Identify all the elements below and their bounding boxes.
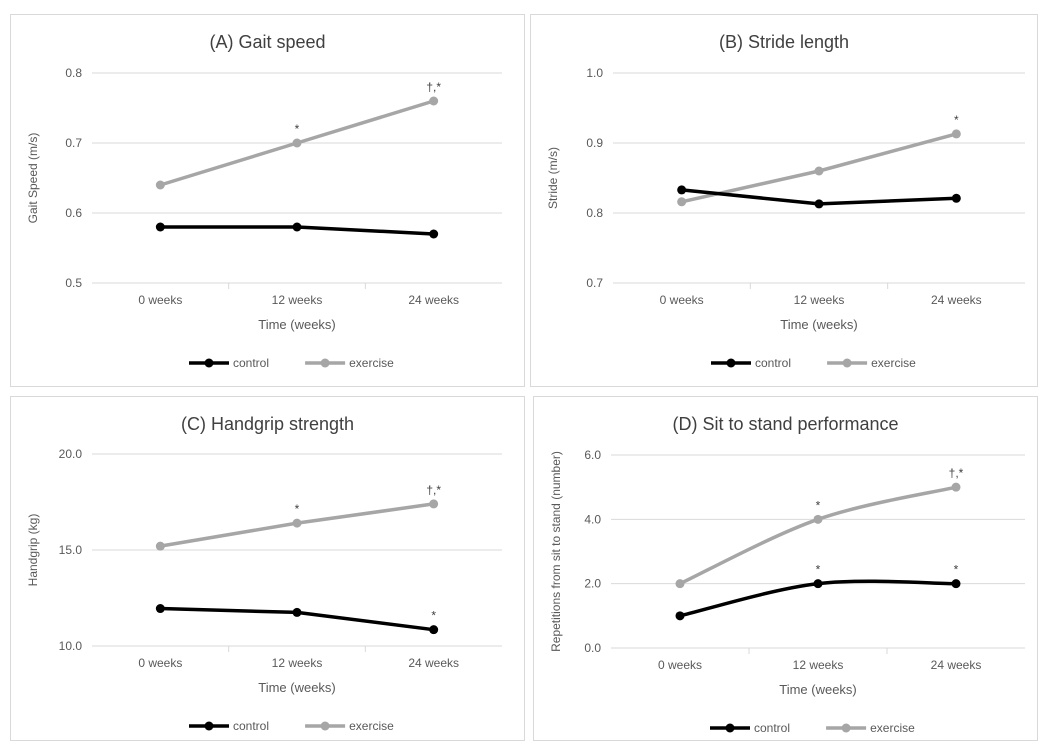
- y-axis-label: Gait Speed (m/s): [26, 133, 40, 224]
- x-tick-label: 24 weeks: [408, 293, 459, 307]
- x-tick-label: 0 weeks: [138, 656, 182, 670]
- data-point-control: [292, 607, 302, 617]
- legend-label-exercise: exercise: [870, 721, 915, 735]
- legend-marker-control: [726, 358, 736, 368]
- legend-label-control: control: [754, 721, 790, 735]
- legend-marker-exercise: [320, 358, 330, 368]
- data-point-exercise: [155, 541, 165, 551]
- data-point-exercise: [677, 197, 687, 207]
- data-point-exercise: [814, 166, 824, 176]
- significance-marker: *: [816, 563, 821, 577]
- x-tick-label: 24 weeks: [931, 293, 982, 307]
- y-tick-label: 2.0: [584, 577, 601, 591]
- y-tick-label: 6.0: [584, 448, 601, 462]
- data-point-exercise: [155, 180, 165, 190]
- y-tick-label: 0.8: [65, 66, 82, 80]
- x-tick-label: 12 weeks: [272, 656, 323, 670]
- y-tick-label: 1.0: [586, 66, 603, 80]
- chart-title: (C) Handgrip strength: [181, 414, 354, 434]
- chart-title: (D) Sit to stand performance: [672, 414, 898, 434]
- data-point-exercise: [951, 482, 961, 492]
- legend-label-exercise: exercise: [349, 719, 394, 733]
- y-axis-label: Handgrip (kg): [26, 514, 40, 587]
- y-tick-label: 4.0: [584, 512, 601, 526]
- y-axis-label: Repetitions from sit to stand (number): [549, 451, 563, 652]
- x-tick-label: 0 weeks: [138, 293, 182, 307]
- data-point-control: [677, 185, 687, 195]
- legend-marker-exercise: [841, 723, 851, 733]
- x-axis-label: Time (weeks): [258, 317, 336, 332]
- data-point-control: [429, 625, 439, 635]
- data-point-control: [155, 604, 165, 614]
- legend-label-exercise: exercise: [871, 356, 916, 370]
- chart-panel-sit-to-stand: (D) Sit to stand performance 0.0 2.0 4.0 6.0…: [533, 396, 1038, 741]
- y-tick-label: 0.9: [586, 136, 603, 150]
- legend-label-control: control: [233, 719, 269, 733]
- chart-panel-gait-speed: (A) Gait speed 0.5 0.6 0.7 0.8 0 weeks 12 week…: [10, 14, 525, 387]
- significance-marker: †,*: [426, 483, 441, 497]
- chart-panel-handgrip-strength: (C) Handgrip strength 10.0 15.0 20.0 0 weeks…: [10, 396, 525, 741]
- chart-svg: (B) Stride length 0.7 0.8 0.9 1.0 0 weeks 12 w…: [546, 32, 1025, 370]
- significance-marker: †,*: [949, 466, 964, 480]
- x-tick-label: 24 weeks: [931, 658, 982, 672]
- y-tick-label: 0.7: [65, 136, 82, 150]
- data-point-control: [429, 229, 439, 239]
- chart-title: (A) Gait speed: [209, 32, 325, 52]
- x-tick-label: 0 weeks: [660, 293, 704, 307]
- y-tick-label: 0.8: [586, 206, 603, 220]
- y-tick-label: 10.0: [59, 639, 83, 653]
- data-point-control: [951, 193, 961, 203]
- x-axis-label: Time (weeks): [258, 680, 336, 695]
- significance-marker: *: [954, 113, 959, 127]
- data-point-control: [675, 611, 685, 621]
- x-tick-label: 24 weeks: [408, 656, 459, 670]
- data-point-exercise: [292, 138, 302, 148]
- y-tick-label: 15.0: [59, 543, 83, 557]
- y-tick-label: 20.0: [59, 447, 83, 461]
- data-point-control: [814, 199, 824, 209]
- legend-label-control: control: [233, 356, 269, 370]
- data-point-control: [292, 222, 302, 232]
- data-point-exercise: [675, 579, 685, 589]
- data-point-exercise: [292, 518, 302, 528]
- chart-panel-stride-length: (B) Stride length 0.7 0.8 0.9 1.0 0 weeks 12 w…: [530, 14, 1038, 387]
- data-point-control: [951, 579, 961, 589]
- chart-title: (B) Stride length: [719, 32, 849, 52]
- data-point-exercise: [429, 96, 439, 106]
- legend-marker-control: [204, 721, 214, 731]
- significance-marker: *: [816, 498, 821, 512]
- data-point-exercise: [813, 514, 823, 524]
- legend-label-control: control: [755, 356, 791, 370]
- significance-marker: *: [954, 563, 959, 577]
- legend-marker-control: [204, 358, 214, 368]
- data-point-control: [813, 579, 823, 589]
- y-tick-label: 0.6: [65, 206, 82, 220]
- chart-svg: (C) Handgrip strength 10.0 15.0 20.0 0 weeks…: [26, 414, 502, 733]
- x-tick-label: 0 weeks: [658, 658, 702, 672]
- legend-label-exercise: exercise: [349, 356, 394, 370]
- y-tick-label: 0.5: [65, 276, 82, 290]
- x-tick-label: 12 weeks: [794, 293, 845, 307]
- y-tick-label: 0.7: [586, 276, 603, 290]
- legend-marker-exercise: [842, 358, 852, 368]
- y-tick-label: 0.0: [584, 641, 601, 655]
- significance-marker: *: [295, 122, 300, 136]
- significance-marker: *: [431, 609, 436, 623]
- y-axis-label: Stride (m/s): [546, 147, 560, 209]
- data-point-exercise: [951, 129, 961, 139]
- legend-marker-exercise: [320, 721, 330, 731]
- x-tick-label: 12 weeks: [272, 293, 323, 307]
- chart-svg: (A) Gait speed 0.5 0.6 0.7 0.8 0 weeks 12 week…: [26, 32, 502, 370]
- data-point-control: [155, 222, 165, 232]
- significance-marker: †,*: [426, 80, 441, 94]
- x-axis-label: Time (weeks): [779, 682, 857, 697]
- legend-marker-control: [725, 723, 735, 733]
- x-axis-label: Time (weeks): [780, 317, 858, 332]
- x-tick-label: 12 weeks: [793, 658, 844, 672]
- chart-svg: (D) Sit to stand performance 0.0 2.0 4.0 6.0…: [549, 414, 1025, 735]
- data-point-exercise: [429, 499, 439, 509]
- significance-marker: *: [295, 502, 300, 516]
